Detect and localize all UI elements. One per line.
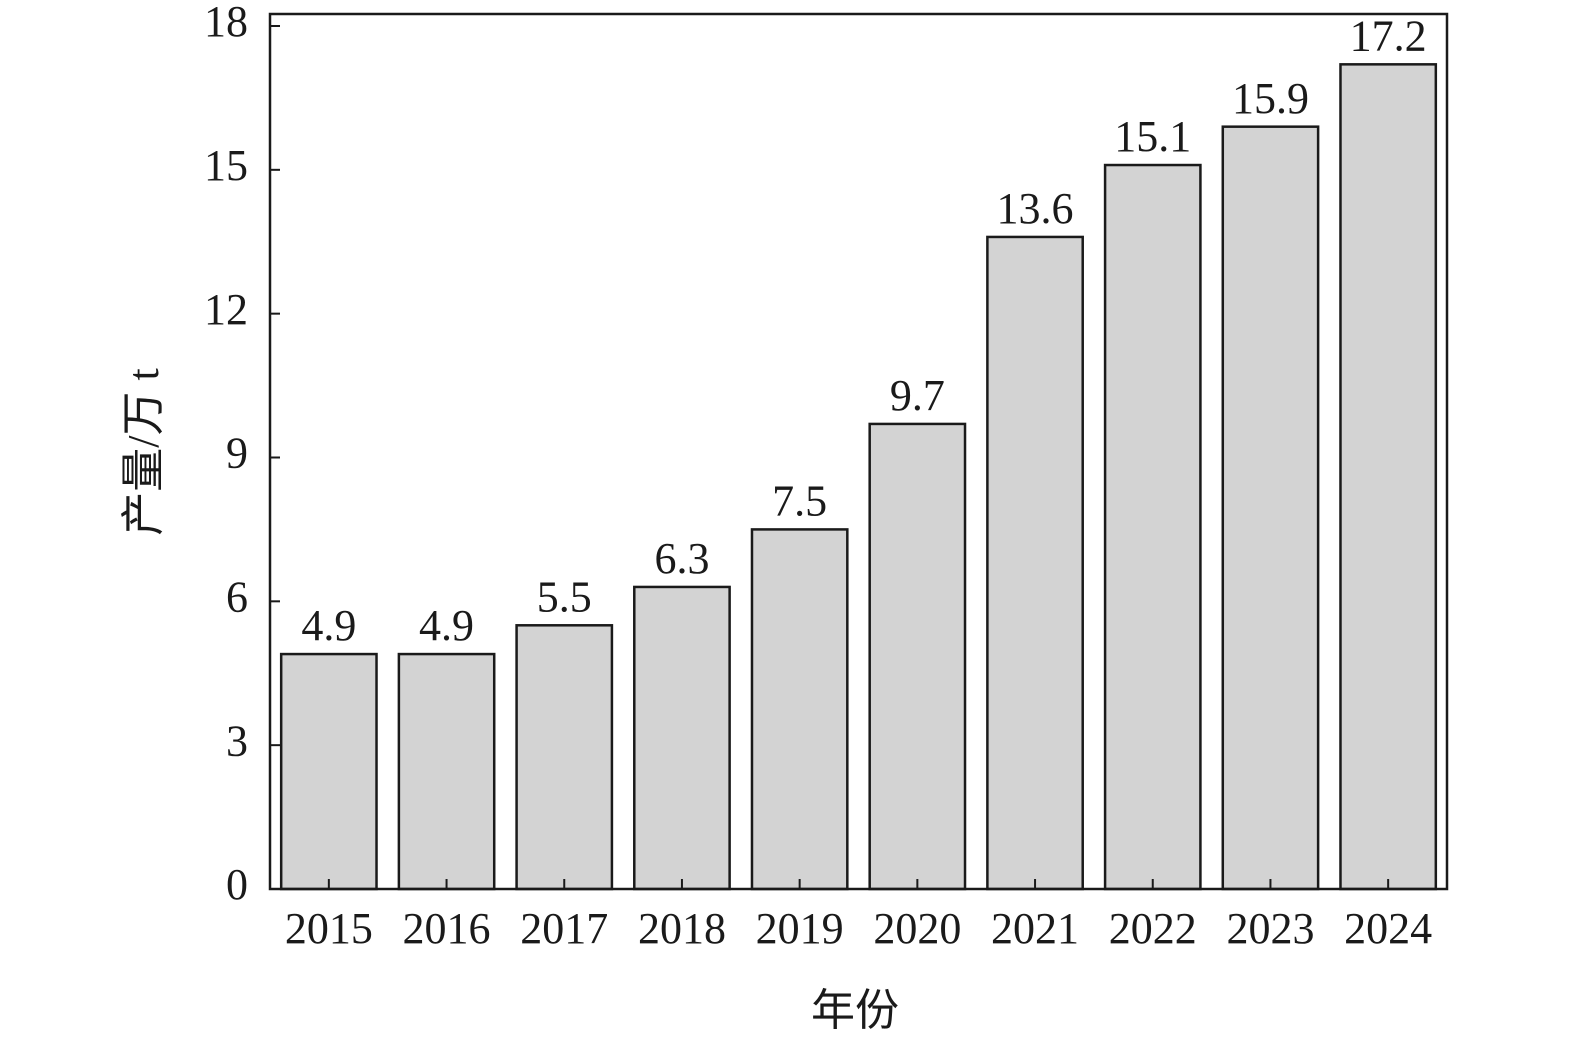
value-label: 5.5 [537,572,592,621]
bar [1339,63,1438,891]
bar [868,422,967,891]
x-tick-label: 2024 [1344,904,1432,953]
x-axis-label: 年份 [811,986,899,1035]
y-tick-label: 9 [226,429,248,478]
y-axis-label: 产量/万 t [119,368,168,535]
bar [986,235,1084,891]
y-tick-label: 0 [226,860,248,909]
bar [279,652,378,891]
x-tick-label: 2019 [756,904,844,953]
bar [750,528,849,891]
value-label: 4.9 [301,601,356,650]
bar [1103,163,1202,891]
y-tick-label: 6 [226,572,248,621]
y-tick-label: 3 [226,716,248,765]
x-tick-label: 2017 [520,904,608,953]
x-tick-label: 2023 [1226,904,1314,953]
value-label: 15.9 [1232,74,1309,123]
bar [1221,125,1320,891]
x-tick-label: 2018 [638,904,726,953]
value-label: 7.5 [772,477,827,526]
y-tick-label: 15 [204,141,248,190]
value-label: 15.1 [1114,112,1191,161]
y-tick-label: 12 [204,285,248,334]
bar [397,652,496,891]
value-label: 4.9 [419,601,474,650]
value-label: 6.3 [654,534,709,583]
bar [515,624,614,891]
y-tick-label: 18 [204,0,248,46]
x-tick-label: 2021 [991,904,1079,953]
value-label: 17.2 [1350,11,1427,60]
plot-frame [268,12,1449,891]
x-tick-label: 2015 [285,904,373,953]
bar [633,585,731,891]
value-label: 9.7 [890,371,945,420]
x-tick-label: 2022 [1109,904,1197,953]
x-tick-label: 2016 [403,904,491,953]
value-label: 13.6 [997,184,1074,233]
x-tick-label: 2020 [873,904,961,953]
